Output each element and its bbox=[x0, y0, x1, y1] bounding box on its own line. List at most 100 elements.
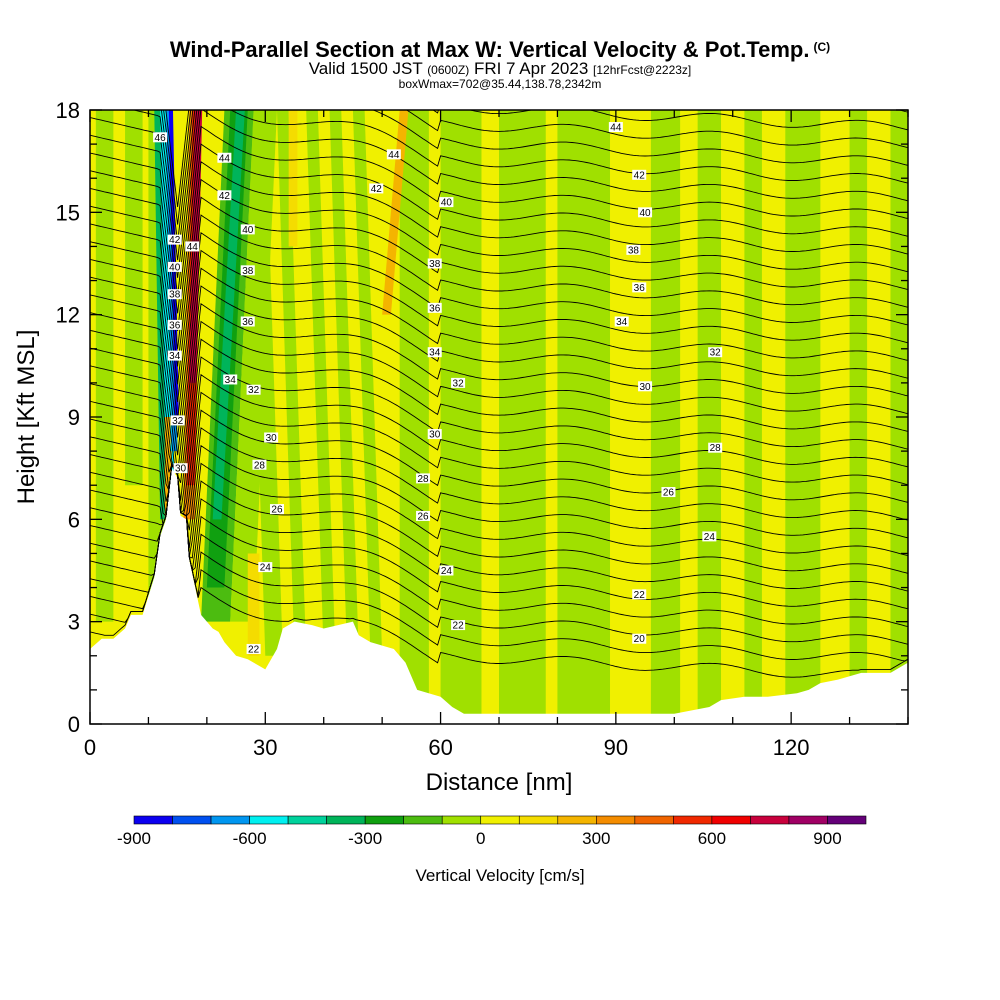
theta-label-bg bbox=[632, 633, 647, 644]
theta-label: 24 bbox=[704, 532, 716, 543]
updraft-band bbox=[382, 110, 409, 315]
valid-time: Valid 1500 JST bbox=[308, 59, 423, 78]
theta-label: 20 bbox=[634, 634, 646, 645]
theta-contour-line bbox=[90, 409, 908, 517]
theta-contour-line bbox=[90, 444, 908, 549]
theta-label: 38 bbox=[429, 259, 441, 270]
theta-label-bg bbox=[252, 459, 267, 470]
colorbar-swatch bbox=[326, 815, 366, 825]
theta-label-bg bbox=[240, 265, 255, 276]
theta-label: 38 bbox=[242, 266, 254, 277]
theta-contour-line bbox=[90, 338, 908, 513]
colorbar-swatch bbox=[403, 815, 443, 825]
theta-label: 26 bbox=[417, 511, 429, 522]
theta-label-bg bbox=[427, 347, 442, 358]
colorbar-swatch bbox=[711, 815, 751, 825]
theta-label: 30 bbox=[429, 430, 441, 441]
theta-contour-line bbox=[90, 232, 908, 438]
y-tick-label: 9 bbox=[68, 405, 80, 430]
colorbar-tick-label: -900 bbox=[117, 829, 151, 848]
theta-contour-line bbox=[90, 303, 908, 483]
theta-label: 28 bbox=[417, 474, 429, 485]
theta-label-bg bbox=[386, 149, 401, 160]
theta-contour-line bbox=[90, 320, 908, 501]
colorbar-swatch bbox=[249, 815, 289, 825]
theta-label: 34 bbox=[616, 317, 628, 328]
colorbar-tick-label: 600 bbox=[698, 829, 726, 848]
theta-contour-line bbox=[90, 373, 908, 515]
valid-date: FRI 7 Apr 2023 bbox=[473, 59, 589, 78]
theta-contour-line bbox=[131, 110, 908, 261]
theta-label: 32 bbox=[710, 348, 722, 359]
theta-label: 28 bbox=[254, 460, 266, 471]
theta-label: 46 bbox=[155, 133, 167, 144]
theta-label-bg bbox=[451, 620, 466, 631]
y-axis-label: Height [Kft MSL] bbox=[13, 330, 40, 505]
theta-contour-line bbox=[90, 285, 908, 477]
theta-contour-line bbox=[90, 214, 908, 420]
theta-contour-line bbox=[90, 427, 908, 531]
theta-label-bg bbox=[167, 289, 182, 300]
weak-sink-band bbox=[785, 110, 821, 724]
weak-sink-band bbox=[744, 110, 762, 724]
colorbar-swatch bbox=[287, 815, 327, 825]
theta-label-bg bbox=[439, 565, 454, 576]
theta-label-bg bbox=[170, 415, 185, 426]
weak-sink-band bbox=[95, 110, 114, 622]
theta-contour-line bbox=[90, 161, 908, 367]
theta-label-bg bbox=[608, 122, 623, 133]
theta-label: 36 bbox=[242, 317, 254, 328]
theta-label-bg bbox=[708, 347, 723, 358]
theta-label: 40 bbox=[169, 262, 181, 273]
theta-label-bg bbox=[614, 316, 629, 327]
theta-label: 26 bbox=[271, 505, 283, 516]
x-tick-label: 120 bbox=[773, 735, 810, 760]
colorbar-swatch bbox=[441, 815, 482, 825]
theta-label-bg bbox=[632, 282, 647, 293]
theta-label-bg bbox=[167, 234, 182, 245]
chart-title: Wind-Parallel Section at Max W: Vertical… bbox=[0, 37, 1000, 63]
terrain bbox=[90, 468, 908, 724]
weak-sink-band bbox=[352, 110, 383, 656]
colorbar-tick-label: 0 bbox=[476, 829, 485, 848]
theta-label: 42 bbox=[371, 184, 383, 195]
theta-label: 32 bbox=[248, 385, 260, 396]
theta-label-bg bbox=[661, 487, 676, 498]
theta-label-bg bbox=[240, 316, 255, 327]
theta-contour-line bbox=[90, 463, 908, 592]
theta-label: 30 bbox=[175, 464, 187, 475]
chart-subtitle: Valid 1500 JST (0600Z) FRI 7 Apr 2023 [1… bbox=[0, 59, 1000, 79]
updraft-band bbox=[247, 553, 260, 656]
theta-label: 26 bbox=[663, 488, 675, 499]
forecast-info: [12hrFcst@2223z] bbox=[593, 63, 692, 77]
theta-contour-line bbox=[90, 110, 908, 278]
theta-contour-line bbox=[90, 463, 908, 645]
theta-label: 22 bbox=[248, 644, 260, 655]
box-info: boxWmax=702@35.44,138.78,2342m bbox=[398, 77, 602, 91]
x-tick-label: 30 bbox=[253, 735, 277, 760]
valid-utc: (0600Z) bbox=[427, 63, 470, 77]
theta-label: 34 bbox=[429, 348, 441, 359]
theta-label-bg bbox=[439, 197, 454, 208]
colorbar-swatch bbox=[750, 815, 790, 825]
x-tick-label: 60 bbox=[428, 735, 452, 760]
y-tick-label: 18 bbox=[56, 98, 80, 123]
y-tick-label: 15 bbox=[56, 200, 80, 225]
colorbar-swatch bbox=[634, 815, 674, 825]
theta-label: 24 bbox=[260, 563, 272, 574]
colorbar-swatch bbox=[518, 815, 559, 825]
theta-label: 42 bbox=[219, 191, 231, 202]
theta-label: 22 bbox=[453, 621, 465, 632]
weak-sink-band bbox=[329, 110, 359, 656]
weak-sink-band bbox=[306, 110, 336, 656]
weak-sink-band bbox=[557, 110, 611, 724]
colorbar-swatch bbox=[788, 815, 828, 825]
theta-label-bg bbox=[638, 207, 653, 218]
theta-label: 30 bbox=[266, 433, 278, 444]
x-tick-label: 0 bbox=[84, 735, 96, 760]
theta-label: 32 bbox=[172, 416, 184, 427]
theta-label: 30 bbox=[640, 382, 652, 393]
downdraft-band bbox=[212, 110, 245, 520]
